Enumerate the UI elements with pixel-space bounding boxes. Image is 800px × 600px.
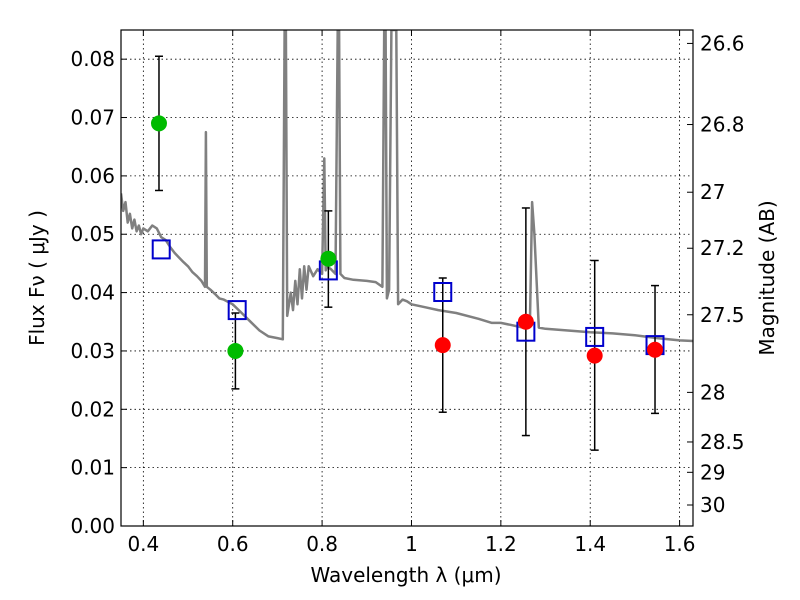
x-axis-ticks: 0.4 0.6 0.8 1 1.2 1.4 1.6: [127, 30, 696, 556]
x-axis-title: Wavelength λ (μm): [310, 563, 501, 587]
optical-detection-point: [150, 115, 167, 132]
model-flux-square: [433, 282, 453, 303]
y-tick-label: 0.06: [70, 164, 115, 188]
right-tick-label: 29: [700, 460, 725, 484]
grid: [121, 30, 693, 526]
right-tick-label: 26.8: [700, 113, 745, 137]
y-tick-label: 0.01: [70, 456, 115, 480]
model-spectrum-layer: [121, 30, 693, 343]
model-spectrum-line: [121, 30, 693, 343]
model-flux-square: [151, 239, 171, 260]
nir-detection-point: [434, 337, 451, 354]
y-axis-title: Flux Fν ( μJy ): [25, 210, 49, 346]
right-tick-label: 30: [700, 493, 725, 517]
y-tick-label: 0.07: [70, 106, 115, 130]
x-tick-label: 1.4: [574, 532, 606, 556]
optical-detection-point: [227, 342, 244, 359]
x-tick-label: 0.8: [306, 532, 338, 556]
model-flux-square: [227, 300, 247, 321]
right-axis-ticks: 26.6 26.8 27 27.2 27.5 28 28.5 29 30: [687, 31, 745, 517]
plot-frame: [120, 29, 694, 527]
right-tick-label: 27.5: [700, 303, 745, 327]
x-tick-label: 1: [405, 532, 418, 556]
x-tick-label: 0.6: [217, 532, 249, 556]
y-tick-label: 0.02: [70, 397, 115, 421]
nir-detection-point: [517, 313, 534, 330]
nir-detection-point: [647, 341, 664, 358]
right-tick-label: 26.6: [700, 31, 745, 55]
x-tick-label: 1.6: [664, 532, 696, 556]
model-flux-square: [585, 326, 605, 347]
plot-background: [121, 30, 693, 526]
right-axis-title: Magnitude (AB): [755, 200, 779, 355]
right-tick-label: 27: [700, 180, 725, 204]
data-markers: [150, 115, 665, 364]
y-tick-label: 0.03: [70, 339, 115, 363]
y-axis-ticks: 0.00 0.01 0.02 0.03 0.04 0.05 0.06 0.07 0.08: [70, 47, 127, 538]
y-tick-label: 0.08: [70, 47, 115, 71]
right-tick-label: 28.5: [700, 430, 745, 454]
right-tick-label: 28: [700, 380, 725, 404]
y-tick-label: 0.00: [70, 514, 115, 538]
optical-detection-point: [320, 250, 337, 267]
right-tick-label: 27.2: [700, 236, 745, 260]
y-tick-label: 0.04: [70, 281, 115, 305]
nir-detection-point: [586, 347, 603, 364]
y-tick-label: 0.05: [70, 222, 115, 246]
x-tick-label: 0.4: [127, 532, 159, 556]
x-tick-label: 1.2: [485, 532, 517, 556]
